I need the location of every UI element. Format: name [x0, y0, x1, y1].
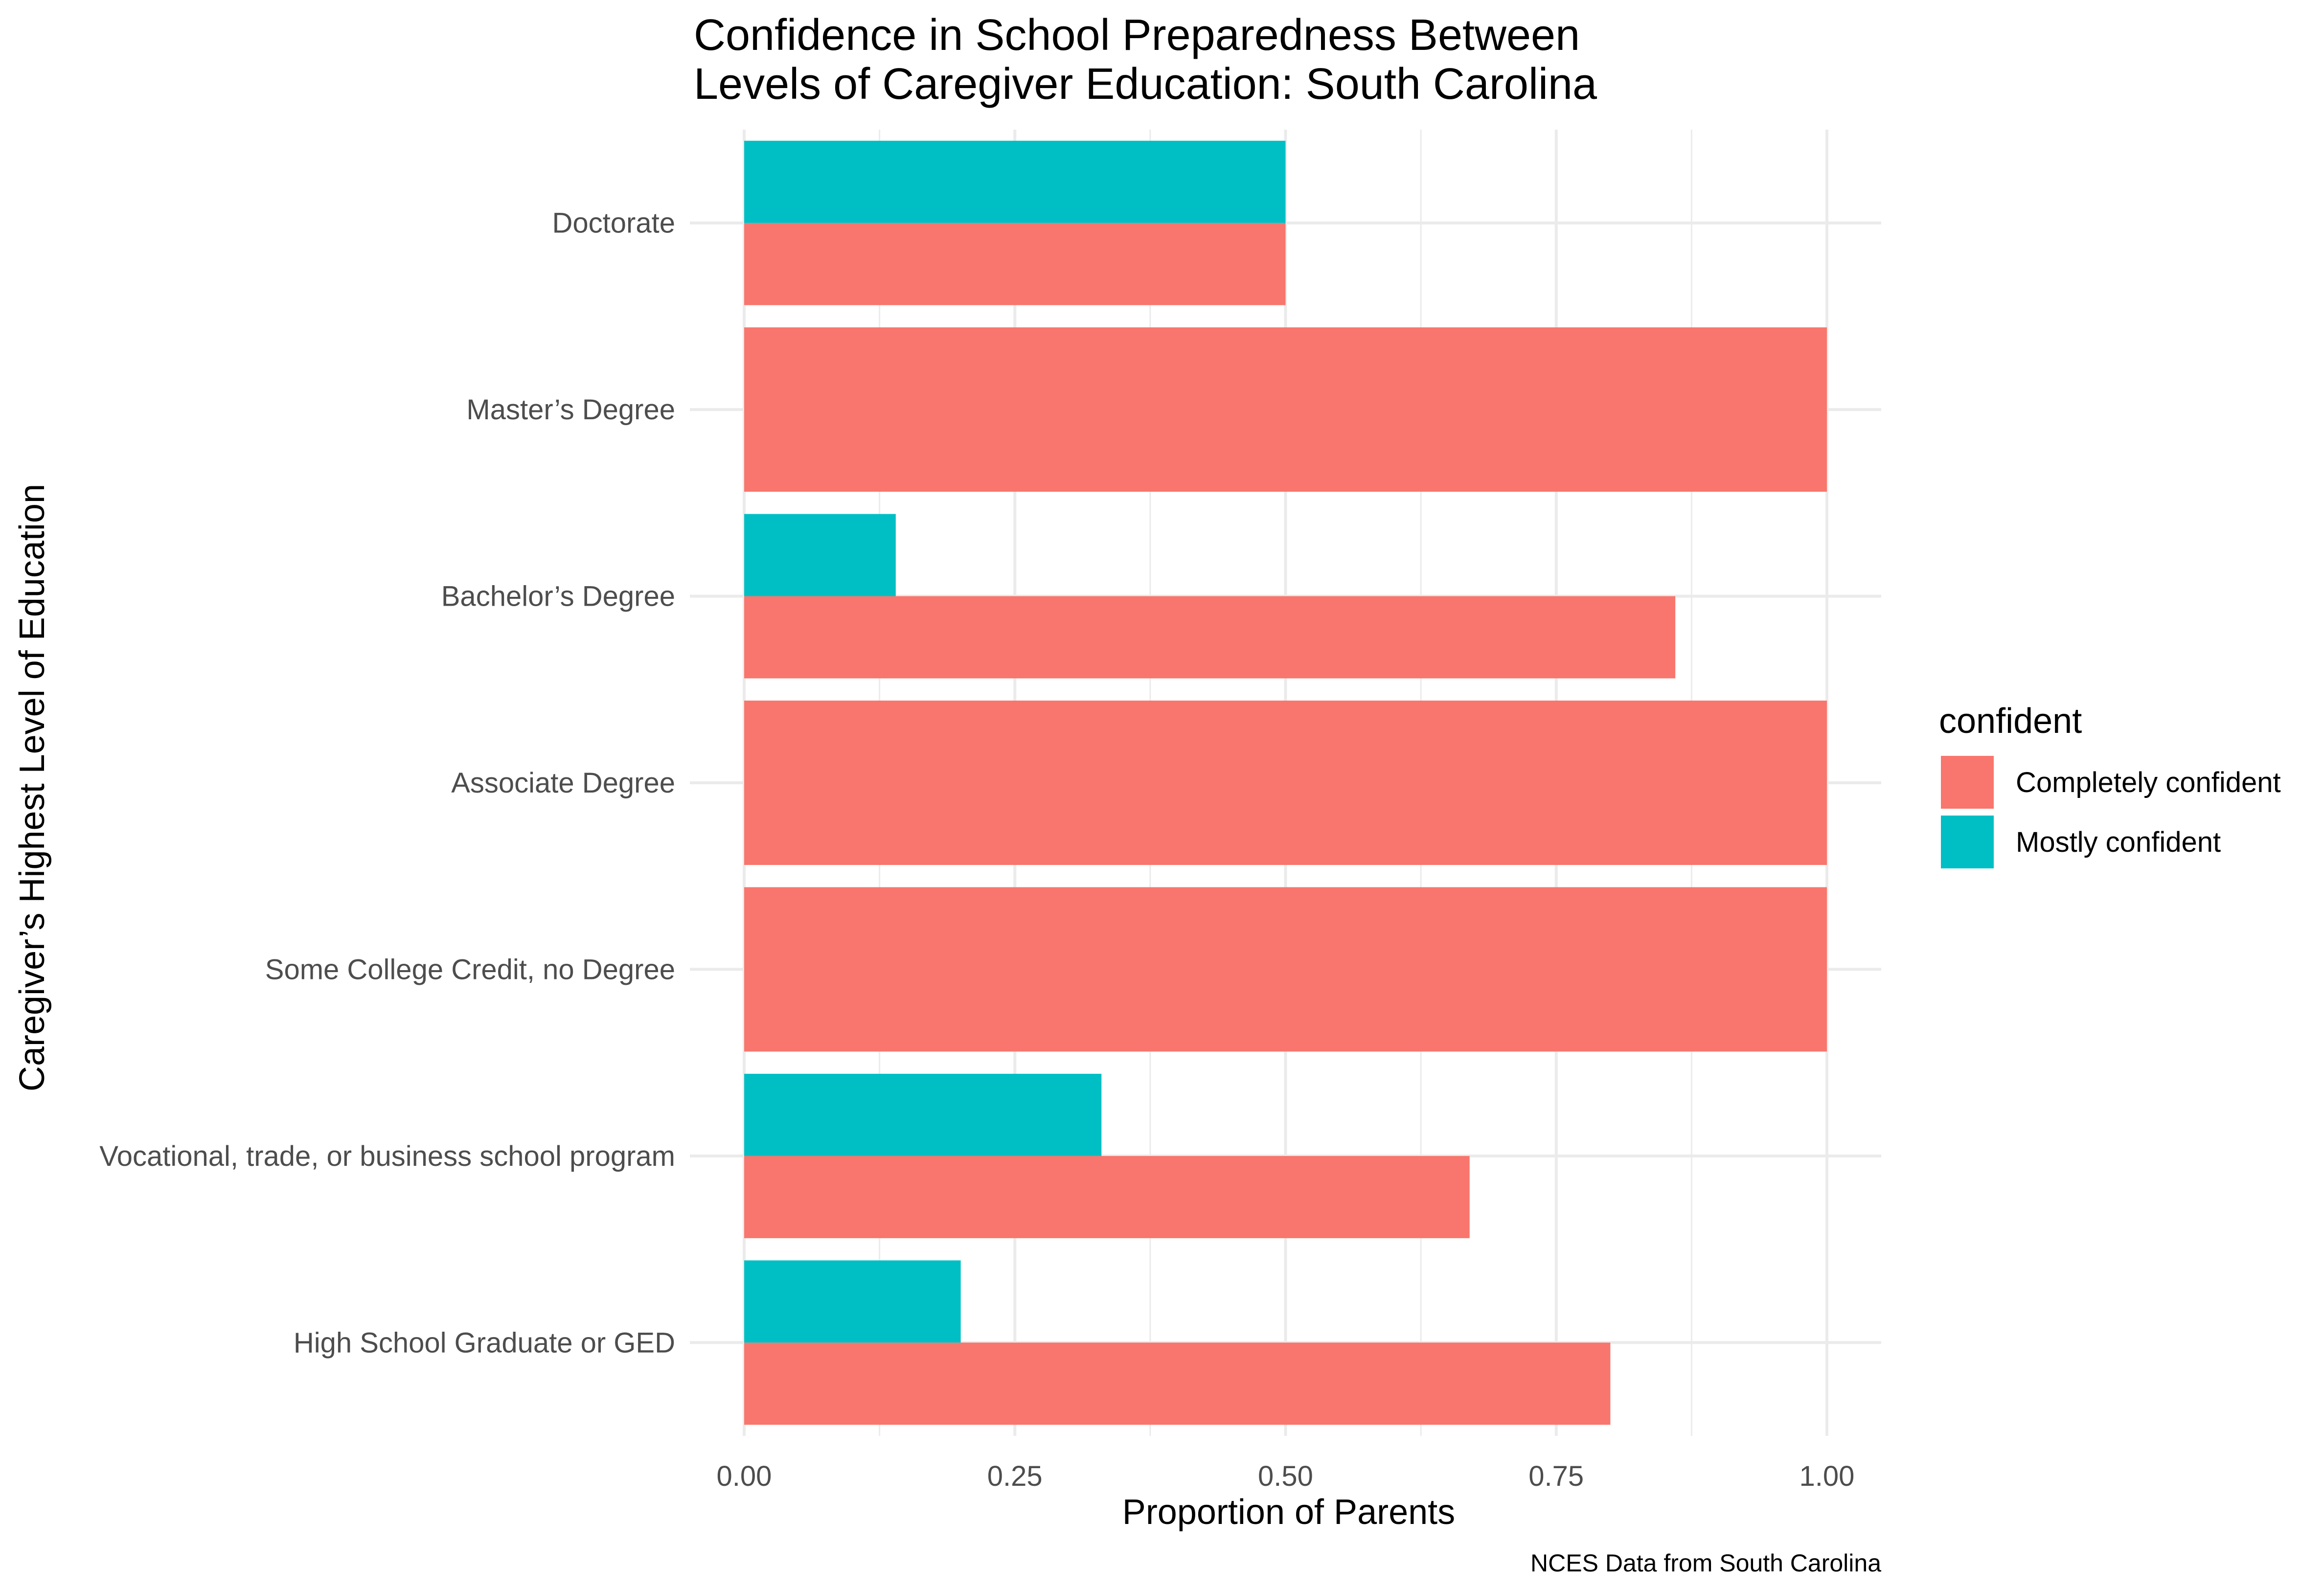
y-axis-title: Caregiver’s Highest Level of Education [13, 484, 52, 1091]
y-tick-label: High School Graduate or GED [294, 1327, 675, 1359]
legend-swatch-mostly-confident [1941, 816, 1994, 868]
bars [744, 140, 1827, 1425]
y-tick-label: Vocational, trade, or business school pr… [99, 1140, 675, 1172]
bar-mostly-confident [744, 514, 896, 596]
x-tick-labels: 0.00 0.25 0.50 0.75 1.00 [717, 1460, 1855, 1492]
legend-swatch-completely-confident [1941, 756, 1994, 809]
legend-label-completely-confident: Completely confident [2016, 767, 2281, 798]
bar-completely-confident [744, 1156, 1470, 1238]
x-axis-title: Proportion of Parents [1122, 1493, 1455, 1532]
chart-title-line-1: Confidence in School Preparedness Betwee… [694, 11, 1580, 60]
bar-completely-confident [744, 701, 1827, 865]
bar-completely-confident [744, 223, 1286, 305]
y-tick-labels: High School Graduate or GED Vocational, t… [99, 207, 675, 1359]
x-tick-label: 0.75 [1528, 1460, 1584, 1492]
y-tick-label: Bachelor’s Degree [441, 581, 675, 613]
chart-title: Confidence in School Preparedness Betwee… [694, 11, 1597, 109]
bar-completely-confident [744, 596, 1676, 679]
y-tick-label: Some College Credit, no Degree [265, 954, 675, 985]
x-tick-label: 0.00 [717, 1460, 772, 1492]
bar-mostly-confident [744, 1260, 961, 1343]
chart-caption: NCES Data from South Carolina [1530, 1549, 1881, 1577]
bar-mostly-confident [744, 1073, 1102, 1156]
x-tick-label: 0.25 [987, 1460, 1043, 1492]
bar-completely-confident [744, 1342, 1611, 1425]
y-tick-label: Associate Degree [451, 767, 675, 799]
legend-label-mostly-confident: Mostly confident [2016, 826, 2221, 858]
y-tick-label: Master’s Degree [466, 394, 675, 426]
legend: confident Completely confident Mostly co… [1939, 702, 2281, 868]
bar-completely-confident [744, 887, 1827, 1052]
bar-completely-confident [744, 327, 1827, 492]
y-tick-label: Doctorate [552, 207, 675, 239]
x-tick-label: 0.50 [1258, 1460, 1313, 1492]
bar-mostly-confident [744, 140, 1286, 223]
x-tick-label: 1.00 [1800, 1460, 1855, 1492]
legend-title: confident [1939, 702, 2082, 741]
chart-title-line-2: Levels of Caregiver Education: South Car… [694, 60, 1597, 109]
